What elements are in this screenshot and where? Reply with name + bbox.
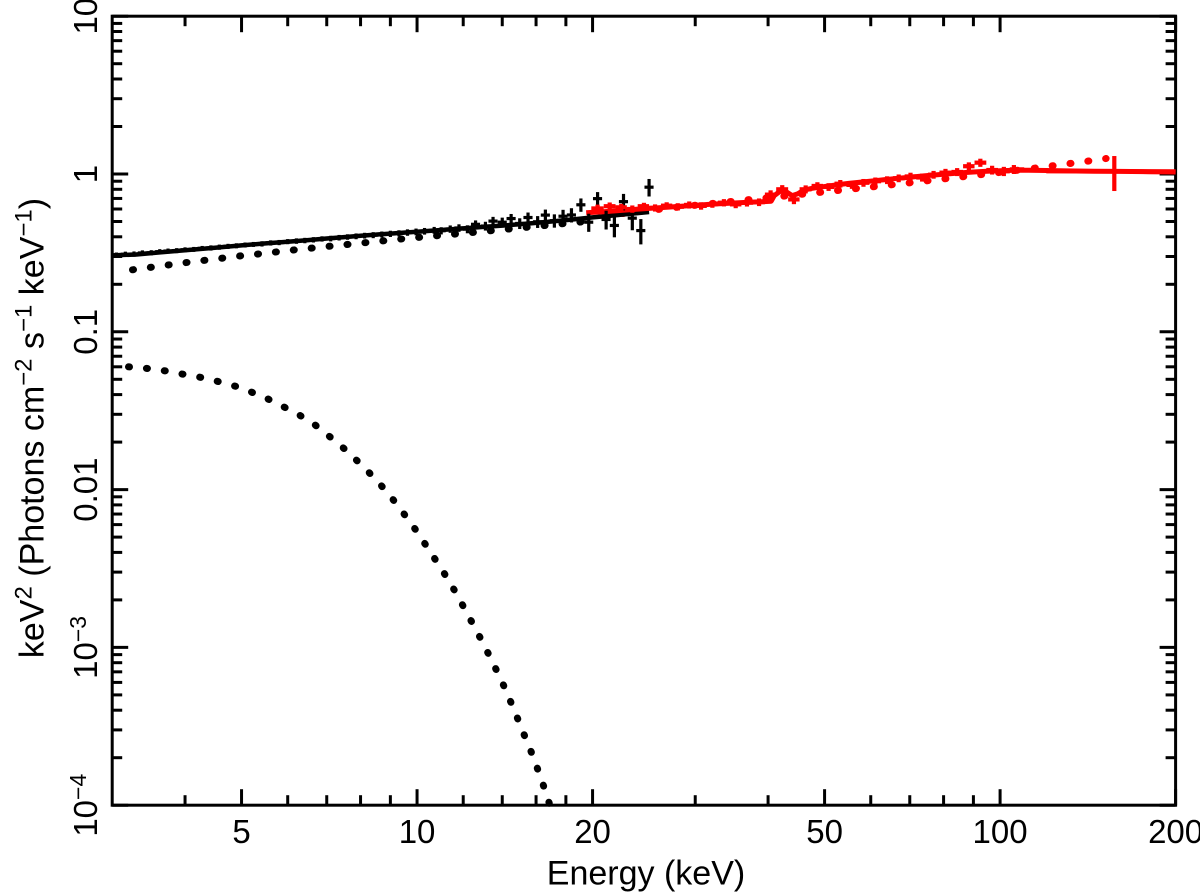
y-tick-label: 1 [67,165,104,183]
y-tick-label: 0.1 [67,309,104,355]
x-axis-title-text: Energy (keV) [546,854,746,893]
y-tick-label: 10−3 [65,616,104,679]
y-tick-label: 0.01 [67,457,104,521]
x-axis-ticks [183,16,1178,806]
y-tick-label: 10−4 [65,774,104,837]
x-tick-label: 50 [806,813,843,850]
x-tick-label: 200 [1148,813,1200,850]
x-tick-label: 20 [574,813,611,850]
series-data-red [591,156,1176,213]
x-tick-label: 100 [973,813,1028,850]
series-model-disk-component [125,363,554,809]
x-axis-title: Energy (keV) [547,855,745,894]
series-model-comptonization-black [129,217,597,274]
plot-frame [110,14,1178,807]
y-axis-title: keV2 (Photons cm−2 s−1 keV−1) [10,197,52,659]
x-tick-label: 10 [399,813,436,850]
x-axis-tick-labels: 5 10 20 50 100 200 [232,813,1200,850]
y-tick-label: 10 [67,0,104,35]
x-tick-label: 5 [232,813,250,850]
y-axis-tick-labels: 10 1 0.1 0.01 10−3 10−4 [65,0,104,837]
y-axis-ticks [112,14,1176,807]
series-data-black [111,178,654,258]
